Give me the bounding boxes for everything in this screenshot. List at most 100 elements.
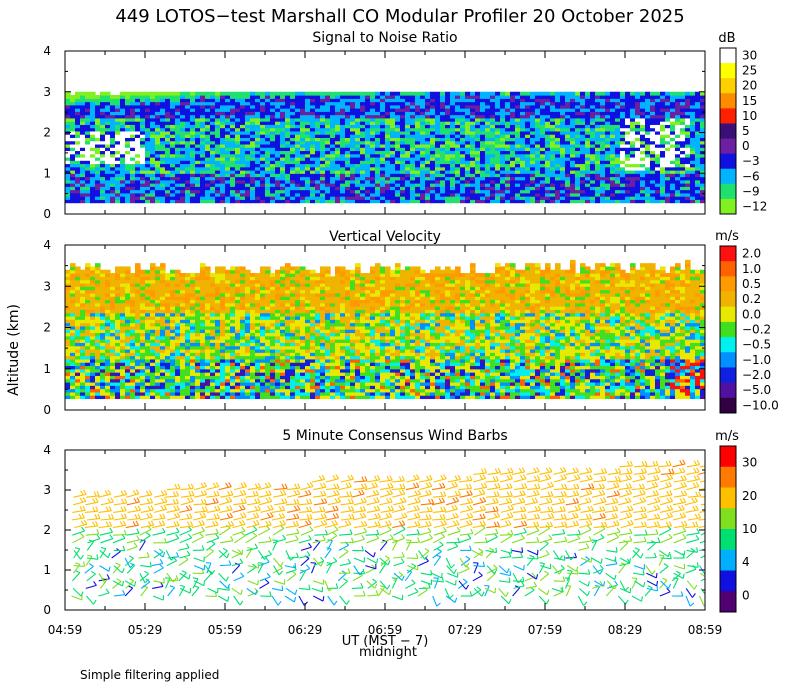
snr-cell — [280, 108, 286, 112]
snr-cell — [435, 186, 441, 191]
snr-cell — [580, 160, 586, 165]
snr-cell — [355, 199, 361, 204]
velocity-cell — [90, 273, 96, 277]
snr-cell — [625, 179, 631, 184]
snr-cell — [415, 114, 421, 119]
snr-cell — [505, 166, 511, 171]
snr-cell — [355, 147, 361, 152]
snr-cell — [495, 183, 501, 187]
snr-cell — [410, 111, 416, 116]
velocity-cell — [100, 348, 106, 353]
snr-cell — [505, 150, 511, 155]
snr-cell — [200, 104, 206, 109]
snr-cell — [260, 108, 266, 112]
velocity-cell — [120, 355, 126, 360]
snr-cell — [695, 156, 701, 161]
snr-cell — [215, 127, 221, 132]
snr-cell — [490, 98, 496, 103]
velocity-cell — [110, 332, 116, 337]
snr-cell — [375, 101, 381, 106]
velocity-cell — [65, 355, 71, 360]
velocity-cell — [130, 388, 136, 393]
snr-cell — [480, 179, 486, 184]
snr-cell — [375, 179, 381, 184]
snr-cell — [655, 169, 661, 174]
snr-cell — [280, 153, 286, 158]
snr-cell — [240, 143, 246, 148]
snr-cell — [455, 121, 461, 125]
snr-cell — [165, 101, 171, 106]
snr-cell — [670, 98, 676, 103]
snr-cell — [450, 91, 456, 96]
snr-cell — [590, 166, 596, 171]
snr-cell — [345, 111, 351, 116]
snr-cell — [630, 186, 636, 191]
snr-cell — [220, 114, 226, 119]
snr-cell — [385, 176, 391, 181]
snr-cell — [550, 163, 556, 168]
snr-cell — [85, 192, 91, 197]
snr-cell — [405, 95, 411, 99]
y-tick-label: 3 — [43, 85, 51, 99]
snr-cell — [665, 196, 671, 200]
snr-cell — [405, 130, 411, 135]
snr-cell — [315, 95, 321, 99]
snr-cell — [390, 137, 396, 142]
snr-cell — [520, 95, 526, 99]
snr-cell — [285, 189, 291, 194]
snr-cell — [430, 91, 436, 96]
snr-cell — [430, 186, 436, 191]
snr-cell — [315, 114, 321, 119]
snr-cell — [405, 124, 411, 129]
snr-cell — [465, 134, 471, 138]
snr-cell — [685, 127, 691, 132]
snr-cell — [235, 117, 241, 122]
snr-cell — [285, 173, 291, 178]
snr-cell — [65, 140, 71, 145]
snr-cell — [370, 179, 376, 184]
snr-cell — [525, 101, 531, 106]
snr-cell — [160, 150, 166, 155]
velocity-cell — [70, 299, 76, 304]
snr-cell — [265, 130, 271, 135]
snr-cell — [370, 134, 376, 138]
snr-cell — [125, 124, 131, 129]
snr-cell — [650, 114, 656, 119]
snr-cell — [320, 127, 326, 132]
snr-cell — [245, 196, 251, 200]
snr-cell — [500, 137, 506, 142]
snr-cell — [215, 91, 221, 96]
snr-cell — [640, 196, 646, 200]
snr-cell — [415, 130, 421, 135]
snr-cell — [125, 134, 131, 138]
snr-cell — [670, 163, 676, 168]
velocity-cell — [120, 388, 126, 393]
snr-cell — [475, 127, 481, 132]
velocity-cell — [115, 276, 121, 281]
snr-cell — [70, 114, 76, 119]
snr-cell — [170, 153, 176, 158]
snr-cell — [455, 196, 461, 200]
snr-cell — [155, 130, 161, 135]
snr-cell — [510, 117, 516, 122]
snr-cell — [605, 127, 611, 132]
snr-cell — [315, 137, 321, 142]
snr-cell — [695, 121, 701, 125]
snr-cell — [325, 114, 331, 119]
velocity-cell — [70, 296, 76, 301]
snr-cell — [470, 192, 476, 197]
snr-cell — [410, 127, 416, 132]
snr-cell — [625, 95, 631, 99]
snr-cell — [420, 163, 426, 168]
snr-cell — [425, 91, 431, 96]
velocity-cell — [115, 266, 121, 271]
velocity-cell — [95, 385, 101, 390]
snr-cell — [140, 130, 146, 135]
snr-cell — [460, 114, 466, 119]
snr-cell — [655, 147, 661, 152]
snr-cell — [120, 163, 126, 168]
velocity-cell — [115, 388, 121, 393]
snr-cell — [505, 183, 511, 187]
snr-cell — [230, 95, 236, 99]
snr-cell — [80, 127, 86, 132]
